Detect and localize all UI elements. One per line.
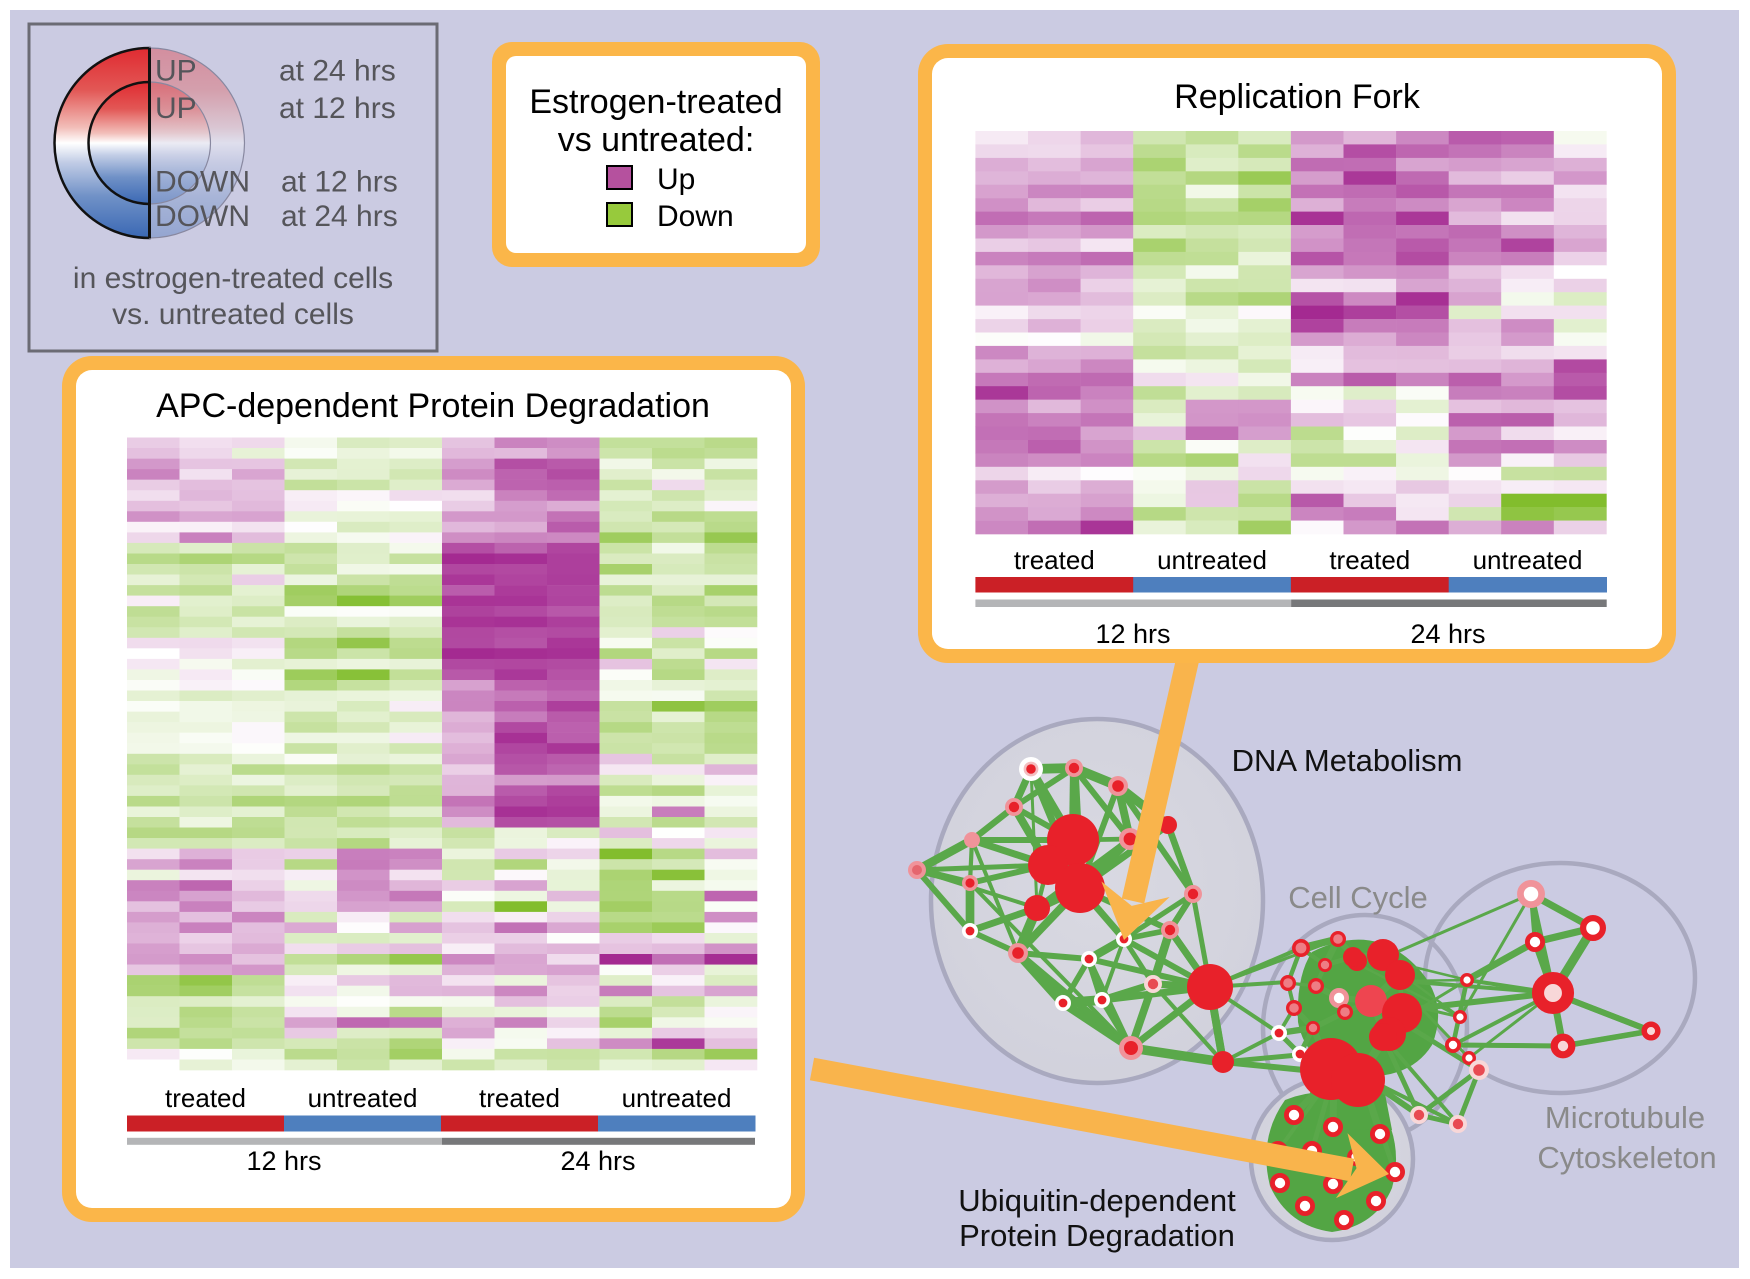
svg-text:Down: Down <box>657 200 734 233</box>
svg-text:Ubiquitin-dependent: Ubiquitin-dependent <box>958 1183 1236 1218</box>
svg-text:untreated: untreated <box>622 1083 732 1113</box>
svg-text:24 hrs: 24 hrs <box>1410 619 1485 649</box>
svg-text:treated: treated <box>479 1083 560 1113</box>
svg-text:APC-dependent Protein Degradat: APC-dependent Protein Degradation <box>156 387 710 425</box>
svg-text:Cell Cycle: Cell Cycle <box>1288 880 1428 915</box>
svg-text:at 24 hrs: at 24 hrs <box>279 55 396 88</box>
svg-text:at 12 hrs: at 12 hrs <box>279 92 396 125</box>
svg-text:UP: UP <box>155 92 197 125</box>
svg-text:vs untreated:: vs untreated: <box>558 121 755 159</box>
svg-text:UP: UP <box>155 55 197 88</box>
svg-text:at 12 hrs: at 12 hrs <box>281 166 398 199</box>
svg-text:treated: treated <box>1014 545 1095 575</box>
svg-text:Replication Fork: Replication Fork <box>1174 78 1421 116</box>
svg-text:Protein Degradation: Protein Degradation <box>959 1218 1235 1253</box>
svg-text:12 hrs: 12 hrs <box>1095 619 1170 649</box>
svg-text:Estrogen-treated: Estrogen-treated <box>529 83 782 121</box>
svg-text:treated: treated <box>165 1083 246 1113</box>
svg-text:untreated: untreated <box>1157 545 1267 575</box>
svg-text:Microtubule: Microtubule <box>1545 1100 1705 1135</box>
svg-text:DOWN: DOWN <box>155 166 250 199</box>
svg-text:DNA Metabolism: DNA Metabolism <box>1232 743 1463 778</box>
svg-text:in estrogen-treated cells: in estrogen-treated cells <box>73 262 393 295</box>
svg-text:treated: treated <box>1329 545 1410 575</box>
svg-text:vs. untreated cells: vs. untreated cells <box>112 298 354 331</box>
svg-text:at 24 hrs: at 24 hrs <box>281 200 398 233</box>
svg-text:untreated: untreated <box>308 1083 418 1113</box>
svg-text:Up: Up <box>657 163 695 196</box>
svg-text:untreated: untreated <box>1473 545 1583 575</box>
svg-text:DOWN: DOWN <box>155 200 250 233</box>
svg-text:24 hrs: 24 hrs <box>560 1146 635 1176</box>
svg-text:Cytoskeleton: Cytoskeleton <box>1537 1140 1716 1175</box>
svg-text:12 hrs: 12 hrs <box>246 1146 321 1176</box>
